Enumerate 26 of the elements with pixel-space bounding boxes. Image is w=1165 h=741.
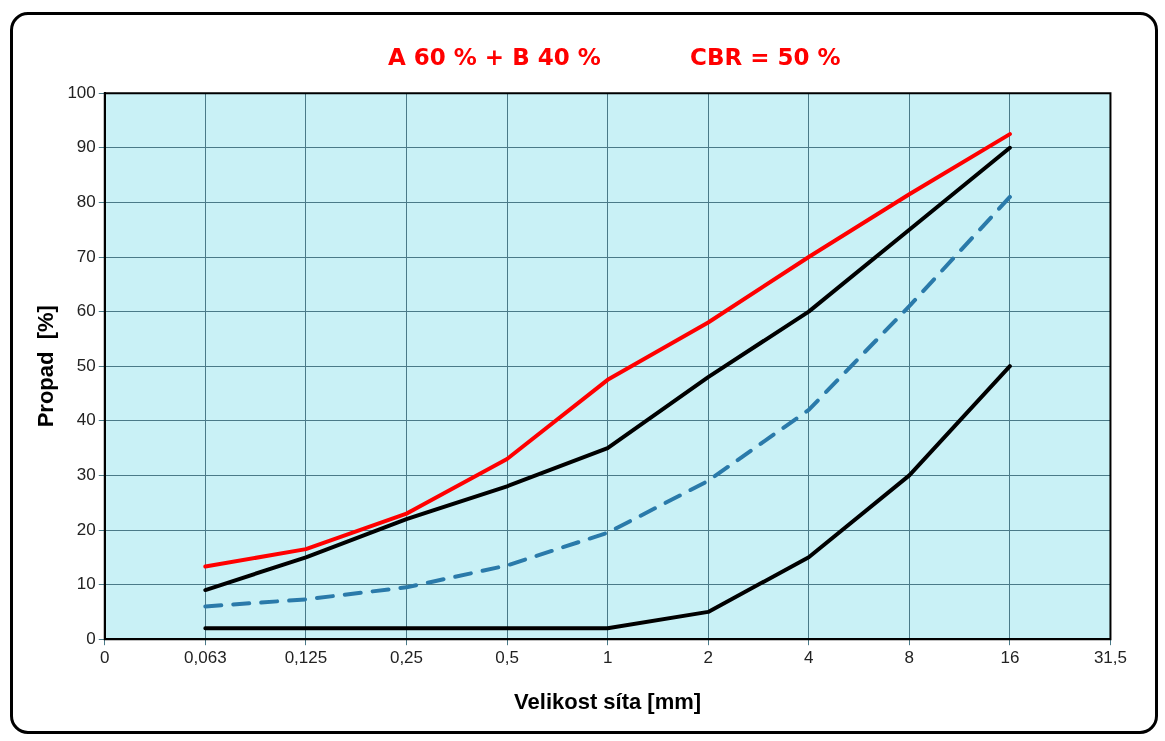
x-tick-label: 16 — [1000, 648, 1020, 668]
x-tick-label: 0,25 — [389, 648, 424, 668]
y-axis-title: Propad [%] — [33, 305, 59, 428]
y-tick-label: 100 — [67, 82, 96, 102]
x-tick-label: 0,125 — [284, 648, 328, 668]
x-axis-title: Velikost síta [mm] — [514, 688, 702, 714]
text: CBR = 50 % — [690, 44, 841, 70]
y-tick-label: 40 — [76, 410, 96, 430]
x-tick-label: 0,5 — [495, 648, 519, 668]
x-tick-label: 0,063 — [184, 648, 227, 668]
y-tick-label: 30 — [76, 465, 96, 485]
y-tick-label: 0 — [86, 628, 96, 648]
x-tick-label: 8 — [904, 648, 915, 668]
x-tick-label: 31,5 — [1093, 648, 1127, 668]
text: A 60 % + B 40 % — [388, 44, 601, 70]
x-tick-label: 0 — [100, 648, 110, 668]
y-tick-label: 70 — [76, 246, 96, 266]
x-tick-label: 1 — [602, 648, 613, 668]
y-tick-label: 50 — [76, 355, 96, 375]
y-tick-label: 20 — [76, 519, 96, 539]
y-tick-label: 60 — [76, 301, 96, 321]
y-tick-label: 90 — [76, 137, 96, 157]
y-tick-label: 80 — [76, 192, 96, 212]
x-tick-label: 2 — [703, 648, 713, 668]
y-tick-label: 10 — [76, 574, 96, 594]
x-tick-label: 4 — [804, 648, 814, 668]
